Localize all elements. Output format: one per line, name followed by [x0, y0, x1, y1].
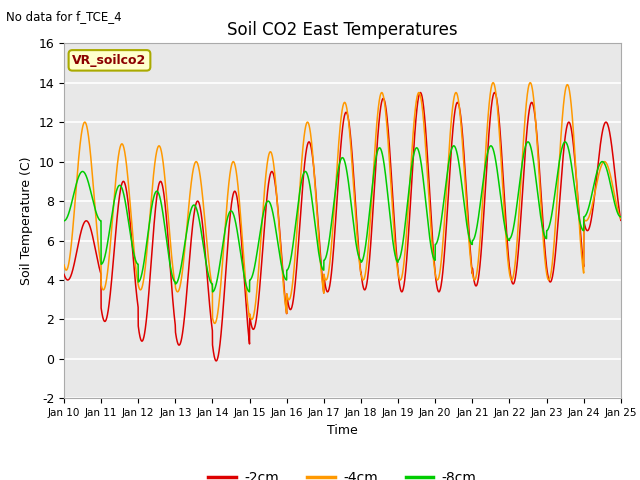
- Y-axis label: Soil Temperature (C): Soil Temperature (C): [20, 156, 33, 285]
- Text: VR_soilco2: VR_soilco2: [72, 54, 147, 67]
- Legend: -2cm, -4cm, -8cm: -2cm, -4cm, -8cm: [203, 466, 482, 480]
- Title: Soil CO2 East Temperatures: Soil CO2 East Temperatures: [227, 21, 458, 39]
- Text: No data for f_TCE_4: No data for f_TCE_4: [6, 10, 122, 23]
- X-axis label: Time: Time: [327, 424, 358, 437]
